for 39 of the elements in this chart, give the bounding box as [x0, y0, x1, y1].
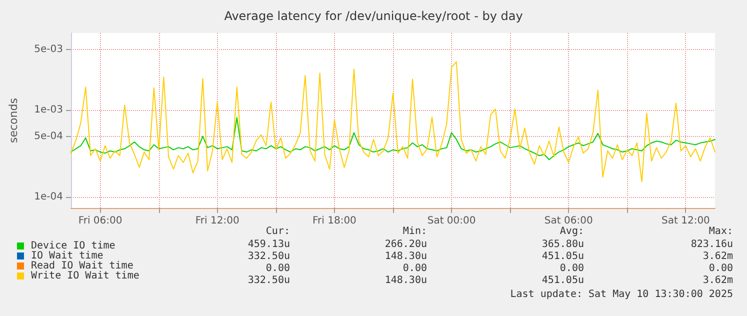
legend-label: Write IO Wait time: [31, 270, 140, 282]
text: Max:: [708, 226, 733, 238]
legend-label: IO Wait time: [31, 250, 104, 262]
text: 823.16u: [690, 239, 733, 251]
x-tick-label: Fri 06:00: [78, 216, 122, 226]
text: 3.62m: [702, 275, 733, 287]
text: 3.62m: [702, 251, 733, 263]
line-series: [70, 61, 716, 182]
text: 0.00: [266, 263, 290, 275]
text: 0.00: [708, 263, 733, 275]
text: 451.05u: [542, 275, 584, 287]
y-axis-title: seconds: [7, 98, 20, 143]
legend-label: Read IO Wait time: [31, 260, 134, 272]
x-tick-label: Sat 12:00: [662, 216, 710, 226]
y-tick-label: 1e-04: [34, 192, 63, 203]
text: 451.05u: [542, 251, 584, 263]
x-tick-label: Fri 12:00: [195, 216, 240, 226]
text: 332.50u: [248, 251, 290, 263]
y-tick-label: 5e-04: [34, 130, 63, 142]
text: 266.20u: [384, 239, 427, 251]
text: 459.13u: [248, 239, 290, 251]
text: Avg:: [560, 226, 584, 238]
text: Min:: [402, 226, 427, 238]
y-tick-label: 5e-03: [34, 44, 63, 55]
legend-label: Device IO time: [31, 240, 116, 252]
text: 148.30u: [384, 275, 427, 287]
text: 0.00: [560, 263, 584, 275]
text: 148.30u: [384, 251, 427, 263]
x-tick-label: Sat 06:00: [544, 216, 593, 226]
text: 0.00: [402, 263, 427, 275]
chart-title: Average latency for /dev/unique-key/root - by day: [224, 9, 523, 23]
line-series: [70, 117, 716, 160]
y-tick-label: 1e-03: [34, 104, 63, 116]
text: 365.80u: [542, 239, 584, 251]
x-tick-label: Sat 00:00: [427, 216, 476, 226]
x-tick-label: Fri 18:00: [312, 216, 356, 226]
text: Last update: Sat May 10 13:30:00 2025: [510, 289, 733, 301]
text: Cur:: [266, 226, 290, 238]
text: 332.50u: [248, 275, 290, 287]
